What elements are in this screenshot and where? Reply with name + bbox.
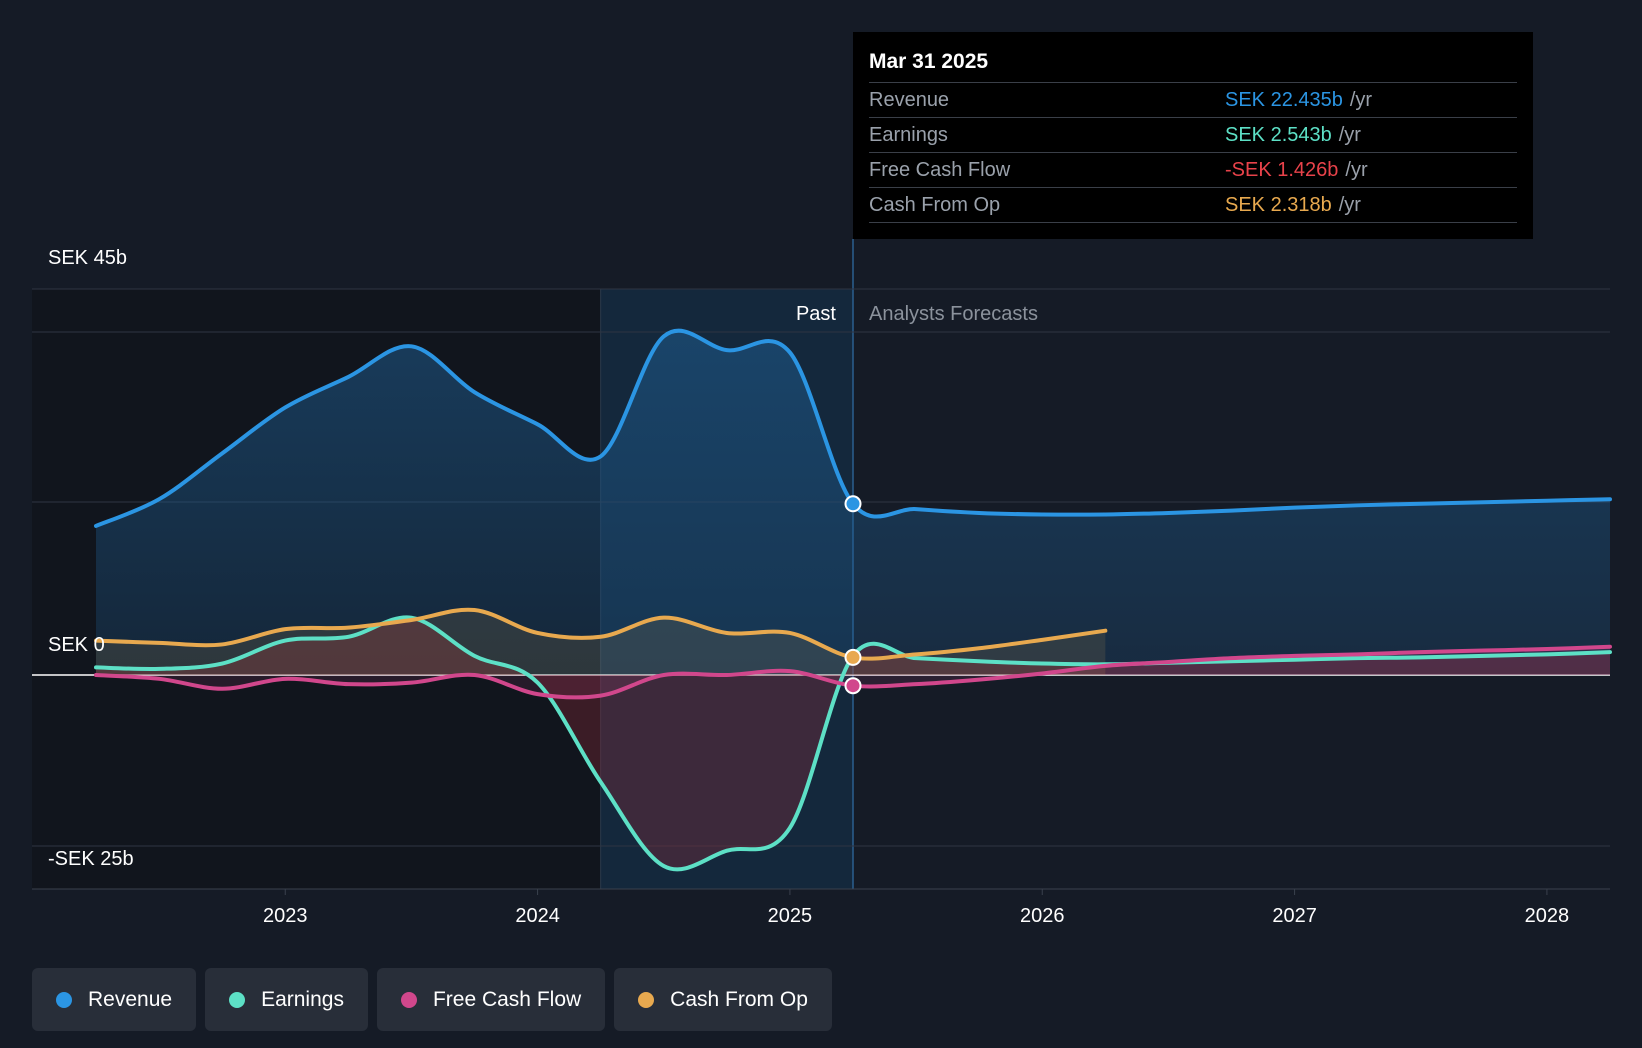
marker-cash-from-op	[844, 648, 862, 666]
legend-label: Revenue	[88, 987, 173, 1011]
tooltip-row: Cash From Op SEK 2.318b/yr	[869, 188, 1517, 223]
tooltip-row-label: Cash From Op	[869, 193, 1001, 216]
x-tick-label: 2027	[1272, 905, 1317, 927]
axis-labels: SEK 45b SEK 0 -SEK 25b 2023 2024 2025 2026 2027…	[48, 247, 1569, 927]
x-tick-label: 2028	[1525, 905, 1570, 927]
tooltip-row-unit: /yr	[1338, 123, 1361, 146]
series-lines	[94, 328, 1612, 872]
tooltip-row-unit: /yr	[1349, 88, 1373, 111]
y-tick-label: SEK 0	[48, 634, 105, 656]
tooltip-row-label: Free Cash Flow	[869, 158, 1011, 181]
legend-label: Free Cash Flow	[432, 987, 582, 1011]
legend-label: Cash From Op	[670, 987, 808, 1011]
x-tick-label: 2023	[263, 905, 308, 927]
series-markers	[844, 495, 862, 695]
forecast-label: Analysts Forecasts	[869, 303, 1038, 325]
x-tick-label: 2025	[768, 905, 813, 927]
legend-item-free-cash-flow[interactable]: Free Cash Flow	[376, 968, 606, 1031]
line-earnings	[94, 615, 1612, 872]
tooltip-row: Free Cash Flow -SEK 1.426b/yr	[869, 153, 1517, 188]
legend-item-earnings[interactable]: Earnings	[205, 968, 368, 1031]
legend-dot-icon	[56, 991, 72, 1008]
tooltip-row-value: -SEK 1.426b	[1225, 158, 1339, 181]
legend-dot-icon	[400, 991, 417, 1008]
legend-dot-icon	[229, 991, 246, 1008]
legend-item-revenue[interactable]: Revenue	[32, 968, 197, 1031]
tooltip-row-unit: /yr	[1338, 193, 1361, 216]
tooltip-row-label: Earnings	[869, 123, 948, 146]
line-free-cash-flow	[94, 644, 1612, 700]
chart-area: SEK 45b SEK 0 -SEK 25b 2023 2024 2025 2026 2027…	[32, 239, 1612, 927]
x-tick-label: 2024	[515, 905, 560, 927]
area-earnings	[96, 617, 1610, 870]
tooltip-row-label: Revenue	[869, 88, 950, 111]
tooltip-row-value: SEK 22.435b	[1225, 88, 1343, 111]
tooltip-row: Earnings SEK 2.543b/yr	[869, 118, 1517, 153]
legend-label: Earnings	[261, 987, 344, 1011]
tooltip: Mar 31 2025 Revenue SEK 22.435b/yr Earning…	[853, 32, 1533, 239]
legend-item-cash-from-op[interactable]: Cash From Op	[614, 968, 832, 1031]
legend-dot-icon	[638, 991, 655, 1008]
line-revenue	[94, 328, 1612, 528]
y-tick-label: SEK 45b	[48, 247, 127, 269]
tooltip-date: Mar 31 2025	[869, 46, 1517, 83]
tooltip-row-unit: /yr	[1345, 158, 1368, 181]
tooltip-row-value: SEK 2.543b	[1225, 123, 1332, 146]
tooltip-row-value: SEK 2.318b	[1225, 193, 1332, 216]
area-revenue	[96, 330, 1610, 675]
y-tick-label: -SEK 25b	[48, 848, 134, 870]
legend: Revenue Earnings Free Cash Flow Cash From O…	[32, 968, 832, 1031]
marker-revenue	[844, 495, 862, 513]
marker-free-cash-flow	[844, 677, 862, 695]
tooltip-row: Revenue SEK 22.435b/yr	[869, 83, 1517, 118]
line-cash-from-op	[94, 607, 1108, 661]
past-label: Past	[796, 303, 836, 325]
x-tick-label: 2026	[1020, 905, 1065, 927]
